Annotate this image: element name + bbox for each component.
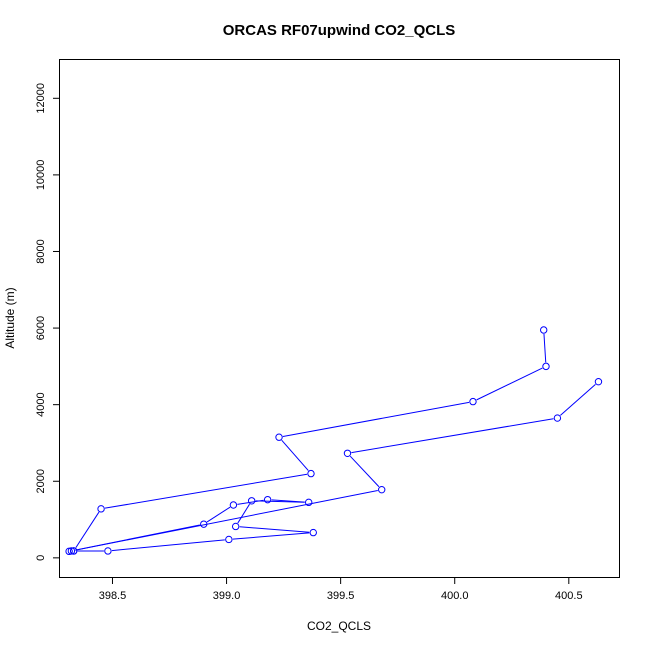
y-tick-label: 8000 [35, 239, 47, 263]
plot-frame [59, 59, 620, 578]
x-tick-label: 398.5 [99, 590, 127, 602]
x-tick-label: 400.0 [441, 590, 469, 602]
series-segment [239, 526, 310, 533]
series-segment [560, 383, 596, 416]
series-segment [75, 511, 100, 548]
x-axis-label: CO2_QCLS [307, 619, 371, 633]
data-series [65, 326, 603, 556]
data-point [200, 520, 208, 528]
series-segment [232, 532, 310, 540]
data-point [378, 485, 386, 494]
series-segment [104, 473, 308, 509]
series-segment [237, 503, 250, 524]
data-point [304, 498, 313, 507]
data-point [307, 469, 315, 478]
y-tick-label: 12000 [35, 83, 47, 114]
data-point [540, 326, 548, 334]
data-point [69, 547, 78, 555]
y-axis: 0 2000 4000 6000 8000 10000 12000 [35, 83, 60, 561]
x-axis: 398.5 399.0 399.5 400.0 400.5 [99, 577, 583, 602]
series-segment [282, 401, 470, 437]
data-point [553, 414, 562, 422]
series-segment [281, 439, 309, 471]
x-tick-label: 399.5 [327, 590, 355, 602]
series-segment [543, 333, 547, 363]
data-point [225, 535, 233, 544]
data-point [275, 433, 283, 441]
x-tick-label: 400.5 [555, 590, 583, 602]
data-point [343, 449, 352, 458]
data-point [229, 501, 238, 509]
data-point [594, 377, 603, 386]
series-segment [75, 489, 378, 551]
data-point [542, 362, 550, 371]
series-segment [351, 418, 554, 454]
chart-title: ORCAS RF07upwind CO2_QCLS [223, 22, 456, 39]
data-point [263, 495, 272, 504]
y-tick-label: 2000 [35, 469, 47, 493]
data-point [247, 497, 256, 505]
y-tick-label: 6000 [35, 316, 47, 340]
data-point [104, 547, 112, 555]
data-point [309, 528, 317, 537]
series-segment [111, 539, 225, 552]
y-tick-label: 0 [35, 555, 47, 561]
data-point [469, 397, 477, 406]
y-tick-label: 10000 [35, 160, 47, 191]
data-point [97, 505, 105, 513]
y-axis-label: Altitude (m) [3, 287, 17, 348]
data-point [231, 522, 240, 531]
series-segment [349, 455, 380, 488]
series-segment [271, 499, 305, 503]
series-segment [206, 506, 231, 523]
x-tick-label: 399.0 [213, 590, 241, 602]
data-point [67, 547, 76, 555]
series-segment [237, 499, 264, 505]
series-segment [476, 367, 543, 401]
y-tick-label: 4000 [35, 392, 47, 416]
